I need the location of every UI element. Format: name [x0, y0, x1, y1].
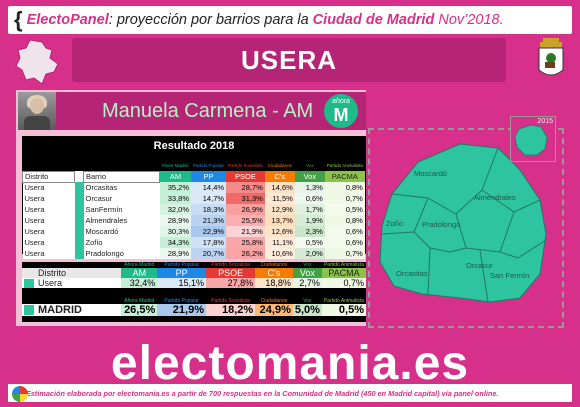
table-row: Usera Orcasur 33,8% 14,7% 31,3% 11,5% 0,…: [22, 193, 365, 204]
district-title: USERA: [72, 38, 506, 82]
table-row: Usera Orcasitas 35,2% 14,4% 28,7% 14,6% …: [22, 182, 365, 193]
table-row: Usera Almendrales 28,9% 21,3% 25,5% 13,7…: [22, 215, 365, 226]
map-label-zofio: Zofío: [386, 219, 403, 228]
footer-bar: Estimación elaborada por electomania.es …: [8, 384, 572, 402]
map-label-moscardo: Moscardó: [414, 169, 447, 178]
header-title: ElectoPanel: proyección por barrios para…: [27, 12, 504, 28]
summary-table: Ahora Madrid Partido Popular Partido Soc…: [22, 262, 366, 317]
header-date: Nov’2018.: [434, 12, 504, 28]
results-small-header: Ahora Madrid Partido Popular Partido Soc…: [23, 160, 365, 171]
madrid-crest-icon: [536, 36, 566, 82]
col-header-am: AM: [159, 171, 192, 182]
candidate-bar: Manuela Carmena - AM ahora M: [18, 92, 366, 130]
col-header-pp: PP: [191, 171, 227, 182]
col-header-cs: C's: [264, 171, 295, 182]
party-logo-small: ahora: [332, 98, 350, 105]
small-head-pacma: Partido Animalista: [326, 163, 363, 168]
header-brand: ElectoPanel: [26, 12, 109, 28]
electomania-logo-icon: [12, 386, 28, 402]
results-table-box: Resultado 2018 Ahora Madrid Partido Popu…: [22, 136, 366, 259]
small-head-cs: Ciudadanos: [267, 163, 292, 168]
results-table: Ahora Madrid Partido Popular Partido Soc…: [22, 160, 365, 259]
table-row: Usera Zofío 34,3% 17,8% 25,8% 11,1% 0,5%…: [22, 237, 365, 248]
map-label-orcasur: Orcasur: [466, 261, 493, 270]
table-row: Usera SanFermín 32,0% 18,3% 26,9% 12,9% …: [22, 204, 365, 215]
map-label-pradolongo: Pradolongo: [422, 220, 460, 229]
candidate-portrait: [18, 92, 56, 130]
summary-box: Ahora Madrid Partido Popular Partido Soc…: [22, 262, 366, 322]
header-bar: { ElectoPanel: proyección por barrios pa…: [8, 6, 572, 34]
col-header-pacma: PACMA: [324, 171, 365, 182]
map-inset: 2015: [510, 116, 556, 162]
map-label-almendrales: Almendrales: [474, 193, 516, 202]
small-head-am: Ahora Madrid: [161, 163, 189, 168]
district-map: Moscardó Almendrales Zofío Pradolongo Or…: [368, 128, 564, 328]
footer-text: Estimación elaborada por electomania.es …: [26, 388, 499, 398]
brand-wordmark: electomania.es: [110, 337, 470, 390]
col-header-psoe: PSOE: [226, 171, 265, 182]
madrid-small-header: Ahora Madrid Partido Popular Partido Soc…: [124, 298, 364, 305]
small-head-psoe: Partido Socialista: [228, 163, 263, 168]
col-header-vox: Vox: [294, 171, 325, 182]
map-label-san-fermin: San Fermín: [490, 271, 529, 280]
summary-district-row: Usera 32,4% 15,1% 27,8% 18,8% 2,7% 0,7%: [22, 278, 366, 289]
col-header-barrio[interactable]: Barrio: [83, 170, 160, 183]
ahora-madrid-logo-icon: ahora M: [324, 94, 358, 128]
small-head-vox: Vox: [306, 163, 314, 168]
small-head-pp: Partido Popular: [193, 163, 225, 168]
candidate-name: Manuela Carmena - AM: [102, 99, 314, 122]
header-text-mid: : proyección por barrios para la: [108, 12, 313, 28]
summary-madrid-row: MADRID 26,5% 21,9% 18,2% 24,9% 5,0% 0,5%: [22, 304, 366, 317]
header-city: Ciudad de Madrid: [312, 12, 435, 28]
madrid-map-icon: [12, 38, 64, 86]
summary-header-row: Distrito AM PP PSOE C's Vox PACMA: [22, 268, 366, 278]
results-title: Resultado 2018: [153, 140, 235, 152]
table-row: Usera Moscardó 30,3% 22,9% 21,9% 12,6% 2…: [22, 226, 365, 237]
party-logo-letter: M: [333, 105, 349, 125]
summary-col-distrito[interactable]: Distrito: [22, 268, 122, 278]
table-row: Usera Pradolongo 28,9% 20,7% 26,2% 10,6%…: [22, 248, 365, 259]
col-header-distrito[interactable]: Distrito: [22, 170, 75, 183]
map-inset-year: 2015: [537, 118, 553, 125]
results-header-row: Distrito Barrio AM PP PSOE C's Vox PACMA: [22, 170, 365, 183]
summary-small-header: Ahora Madrid Partido Popular Partido Soc…: [124, 262, 364, 268]
map-label-orcasitas: Orcasitas: [396, 269, 428, 278]
header-bracket-left: {: [14, 7, 23, 32]
